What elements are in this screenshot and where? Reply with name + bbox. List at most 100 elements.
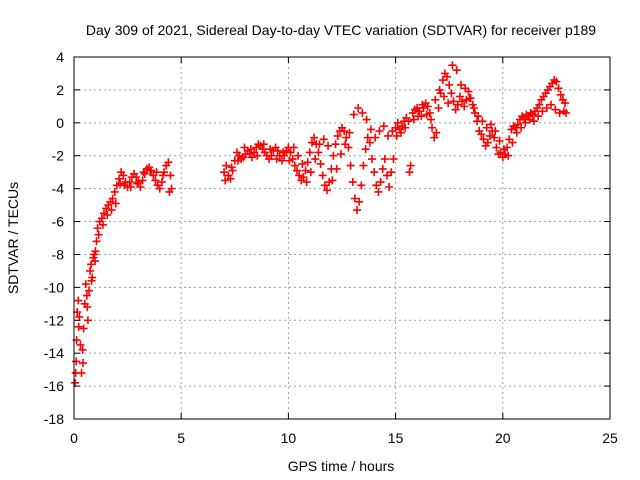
data-point [525,115,534,124]
data-point [385,182,394,191]
data-point [125,178,134,187]
data-point [349,110,358,119]
data-point [414,112,423,121]
data-point [86,266,95,275]
data-point [234,156,243,165]
grid [74,57,610,419]
data-point [451,105,460,114]
data-point [98,220,107,229]
data-point [285,156,294,165]
data-point [383,171,392,180]
data-point [379,122,388,131]
y-tick-label: -6 [52,214,65,230]
data-point [435,85,444,94]
data-point [552,77,561,86]
data-point [375,127,384,136]
data-point [542,104,551,113]
data-point [538,107,547,116]
data-point [422,110,431,119]
data-point [453,100,462,109]
data-point [554,84,563,93]
data-point [81,280,90,289]
data-point [465,94,474,103]
data-point [259,140,268,149]
data-point [115,174,124,183]
data-point [396,128,405,137]
data-point [267,151,276,160]
data-point [560,99,569,108]
data-point [279,148,288,157]
data-point [418,100,427,109]
data-point [447,89,456,98]
data-point [387,168,396,177]
data-point [164,158,173,167]
data-point [73,308,82,317]
data-point [495,136,504,145]
data-point [79,359,88,368]
data-point [492,143,501,152]
data-point [384,131,393,140]
data-point [341,140,350,149]
data-point [82,291,91,300]
data-point [355,197,364,206]
data-point [292,166,301,175]
data-point [289,143,298,152]
data-point [75,312,84,321]
data-point [299,173,308,182]
data-point [329,151,338,160]
tick-marks [73,56,611,420]
data-point [370,168,379,177]
data-point [331,140,340,149]
data-point [286,148,295,157]
data-point [378,164,387,173]
data-point [359,161,368,170]
y-tick-label: 4 [56,49,64,65]
data-point [306,168,315,177]
data-point [469,104,478,113]
x-tick-labels: 0 5 10 15 20 25 [70,430,618,446]
data-point [362,115,371,124]
data-point [324,141,333,150]
data-point [226,174,235,183]
data-point [478,117,487,126]
data-point [302,178,311,187]
data-point [336,150,345,159]
data-point [423,102,432,111]
data-point [116,179,125,188]
chart-title: Day 309 of 2021, Sidereal Day-to-day VTE… [86,22,596,38]
data-point [76,340,85,349]
y-tick-label: -8 [52,246,65,262]
data-point [318,171,327,180]
data-point [512,128,521,137]
data-point [363,133,372,142]
data-point [92,237,101,246]
y-tick-label: -2 [52,148,65,164]
data-point [290,161,299,170]
data-point [110,187,119,196]
y-tick-label: -14 [44,345,64,361]
data-point [165,187,174,196]
data-point [71,378,80,387]
y-axis-label: SDTVAR / TECUs [5,182,21,294]
plot-frame [73,56,611,420]
data-point [74,322,83,331]
data-point [294,151,303,160]
data-point [134,178,143,187]
x-tick-label: 10 [281,430,297,446]
data-point [310,133,319,142]
data-point [140,169,149,178]
data-point [547,100,556,109]
data-point [389,155,398,164]
data-point [485,131,494,140]
data-point [277,156,286,165]
y-tick-label: 2 [56,82,64,98]
data-point [221,176,230,185]
data-point [401,123,410,132]
y-tick-label: -16 [44,378,64,394]
data-point [94,230,103,239]
data-point [452,66,461,75]
y-tick-label: -4 [52,181,65,197]
data-point [371,133,380,142]
data-point [449,97,458,106]
